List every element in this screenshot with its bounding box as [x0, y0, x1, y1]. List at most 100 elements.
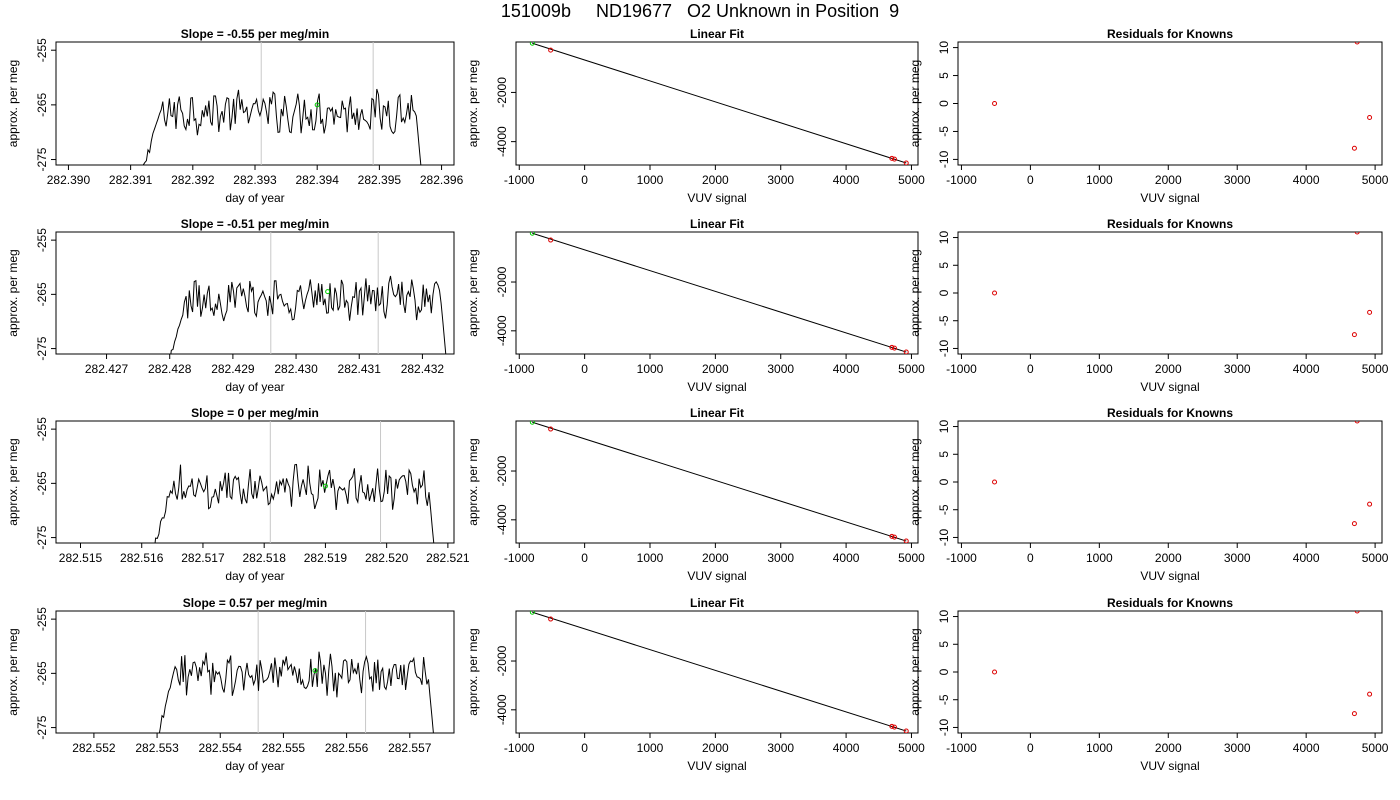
x-tick-label: 282.432 [401, 362, 445, 376]
y-tick-label: -2000 [495, 77, 509, 108]
panel-6: Residuals for Knowns -1000 0 1000 2000 3000 40… [908, 217, 1389, 394]
x-tick-label: 1000 [637, 741, 664, 755]
y-tick-label: 10 [937, 610, 951, 624]
x-tick-label: 4000 [1293, 551, 1320, 565]
y-tick-label: -10 [937, 718, 951, 736]
y-tick-label: -5 [937, 694, 951, 705]
green-marker [314, 102, 320, 108]
x-tick-label: -1000 [946, 551, 977, 565]
panel-title: Linear Fit [690, 406, 744, 420]
data-point [891, 156, 897, 162]
panel-4: Slope = -0.51 per meg/min 282.427 282.428 2… [6, 217, 455, 394]
x-tick-label: 3000 [1224, 741, 1251, 755]
data-point [529, 421, 535, 425]
y-tick-label: -265 [35, 93, 49, 117]
x-tick-label: 282.519 [304, 551, 348, 565]
x-tick-label: 1000 [1086, 362, 1113, 376]
x-tick-label: 282.427 [85, 362, 129, 376]
figure-title: 151009b ND19677 O2 Unknown in Position 9 [500, 1, 900, 21]
plot-area [992, 421, 1373, 527]
panel-title: Slope = 0 per meg/min [191, 406, 319, 420]
y-axis-label: approx. per meg [6, 628, 20, 715]
x-axis-label: day of year [225, 380, 284, 394]
x-tick-label: 5000 [898, 173, 925, 187]
x-axis-label: day of year [225, 759, 284, 773]
x-tick-label: 0 [1027, 741, 1034, 755]
x-tick-label: 4000 [833, 741, 860, 755]
panel-12: Residuals for Knowns -1000 0 1000 2000 3000 40… [908, 596, 1389, 773]
x-tick-label: 282.520 [365, 551, 409, 565]
y-axis-label: approx. per meg [6, 60, 20, 147]
x-axis-label: VUV signal [1140, 380, 1199, 394]
y-tick-label: -10 [937, 528, 951, 546]
data-point [1367, 114, 1373, 120]
y-tick-label: -255 [35, 228, 49, 252]
x-tick-label: 0 [581, 741, 588, 755]
x-tick-label: -1000 [504, 551, 535, 565]
data-point [903, 160, 909, 165]
x-tick-label: 282.391 [109, 173, 153, 187]
x-tick-label: -1000 [946, 173, 977, 187]
panel-3: Residuals for Knowns -1000 0 1000 2000 3000 40… [908, 27, 1389, 205]
data-point [891, 724, 897, 730]
plot-area [992, 42, 1373, 151]
y-axis-label: approx. per meg [466, 628, 480, 715]
x-axis-label: VUV signal [687, 191, 746, 205]
plot-frame [55, 420, 455, 544]
x-tick-label: 3000 [1224, 362, 1251, 376]
y-tick-label: 5 [937, 451, 951, 458]
x-tick-label: 282.557 [388, 741, 432, 755]
x-tick-label: 1000 [1086, 551, 1113, 565]
x-tick-label: 1000 [1086, 173, 1113, 187]
data-point [903, 728, 909, 733]
y-tick-label: -255 [35, 607, 49, 631]
plot-area [529, 611, 909, 733]
data-point [548, 426, 554, 432]
fit-line [532, 421, 907, 542]
y-tick-label: -275 [35, 715, 49, 739]
y-axis-label: approx. per meg [466, 438, 480, 525]
green-marker [312, 668, 318, 674]
y-tick-label: -265 [35, 661, 49, 685]
x-tick-label: 5000 [898, 741, 925, 755]
plot-area [529, 421, 909, 543]
y-tick-label: -275 [35, 336, 49, 360]
x-tick-label: 0 [581, 173, 588, 187]
data-point [1351, 332, 1357, 338]
panel-11: Linear Fit -1000 0 1000 2000 3000 4000 5000 -200… [466, 596, 925, 773]
data-point [1351, 711, 1357, 717]
panel-title: Linear Fit [690, 27, 744, 41]
y-tick-label: -10 [937, 150, 951, 168]
y-tick-label: -5 [937, 126, 951, 137]
panel-title: Slope = -0.55 per meg/min [181, 27, 329, 41]
y-tick-label: 10 [937, 420, 951, 434]
x-tick-label: 3000 [767, 741, 794, 755]
plot-frame [957, 231, 1383, 355]
x-tick-label: 282.392 [171, 173, 215, 187]
x-tick-label: 1000 [1086, 741, 1113, 755]
y-tick-label: -5 [937, 315, 951, 326]
data-point [889, 155, 895, 161]
x-tick-label: 1000 [637, 551, 664, 565]
x-tick-label: 2000 [1155, 741, 1182, 755]
x-tick-label: 282.430 [274, 362, 318, 376]
green-marker [322, 483, 328, 489]
x-tick-label: 282.396 [420, 173, 464, 187]
x-tick-label: 282.521 [426, 551, 470, 565]
y-tick-label: 5 [937, 72, 951, 79]
x-tick-label: 282.554 [199, 741, 243, 755]
data-point [992, 290, 998, 296]
y-tick-label: 5 [937, 641, 951, 648]
x-tick-label: 4000 [1293, 362, 1320, 376]
x-tick-label: 282.394 [295, 173, 339, 187]
plot-frame [515, 610, 919, 734]
x-tick-label: 0 [1027, 551, 1034, 565]
data-point [889, 723, 895, 729]
plot-area [992, 232, 1373, 338]
y-tick-label: -255 [35, 417, 49, 441]
y-tick-label: -5 [937, 504, 951, 515]
plot-frame [515, 231, 919, 355]
plot-frame [515, 420, 919, 544]
x-tick-label: 2000 [702, 362, 729, 376]
x-tick-label: 3000 [1224, 173, 1251, 187]
